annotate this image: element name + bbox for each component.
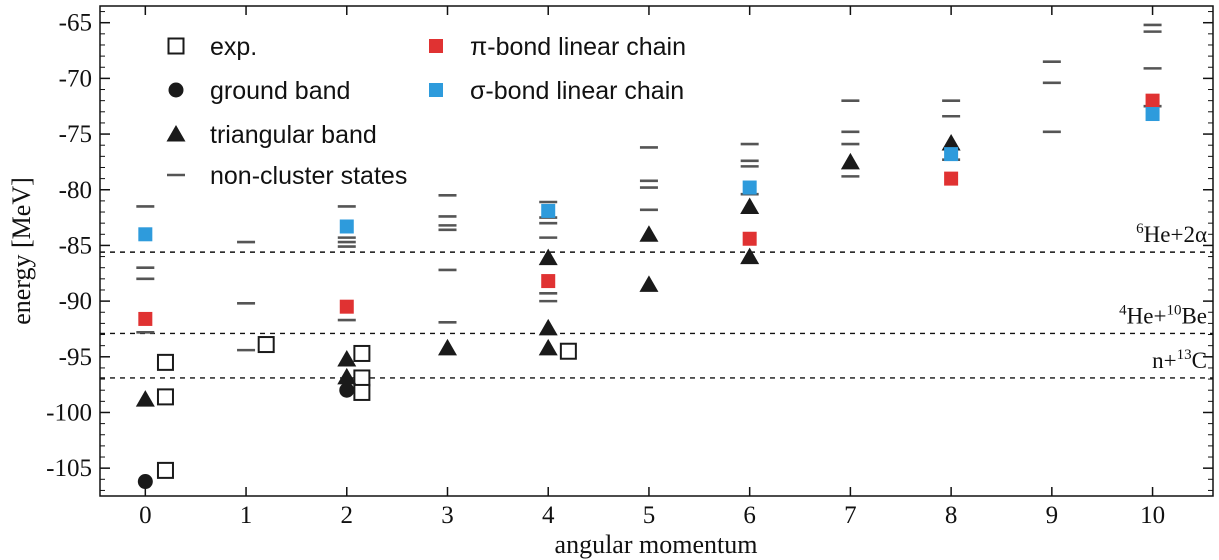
x-tick-label: 0 — [139, 502, 152, 529]
point-triangular — [740, 197, 760, 214]
legend-marker-pi — [429, 39, 443, 53]
point-triangular — [135, 390, 155, 407]
point-exp — [156, 353, 174, 371]
axis-ticks: 0 1 2 3 4 5 6 7 8 9 10 -105 -100 -95 -90 -85 -80 -75 -70 -6… — [46, 6, 1213, 529]
threshold-label-text: n+ — [1152, 348, 1176, 373]
legend-marker-exp — [167, 37, 185, 55]
point-pi — [138, 311, 153, 326]
point-sigma — [138, 227, 153, 242]
x-tick-label: 9 — [1046, 502, 1059, 529]
point-exp — [156, 388, 174, 406]
legend-label-pi: π-bond linear chain — [470, 33, 686, 61]
x-tick-label: 5 — [643, 502, 656, 529]
point-pi — [944, 171, 959, 186]
point-triangular — [538, 338, 558, 356]
y-tick-label: -100 — [46, 399, 92, 426]
point-exp — [257, 336, 275, 354]
threshold-label-mass: 6 — [1136, 221, 1144, 237]
point-exp — [156, 461, 174, 479]
y-tick-label: -105 — [46, 455, 92, 482]
y-tick-label: -95 — [59, 344, 92, 371]
legend-label-exp: exp. — [210, 33, 257, 61]
data-marks — [135, 23, 1162, 490]
threshold-label-mass: 4 — [1119, 302, 1127, 318]
threshold-label: 6He+2α — [1136, 221, 1207, 247]
y-tick-label: -70 — [59, 65, 92, 92]
point-triangular — [337, 367, 357, 385]
threshold-label: 4He+10Be — [1119, 302, 1207, 328]
point-triangular — [639, 275, 659, 292]
point-triangular — [740, 247, 760, 265]
point-ground — [137, 474, 153, 490]
legend-label-noncluster: non-cluster states — [210, 162, 407, 190]
plot-frame — [99, 5, 1214, 497]
legend-marker-triangular — [166, 125, 186, 142]
y-tick-label: -75 — [59, 121, 92, 148]
point-exp — [353, 369, 371, 387]
x-tick-label: 3 — [441, 502, 454, 529]
threshold-label: n+13C — [1152, 347, 1207, 373]
x-tick-label: 10 — [1140, 502, 1165, 529]
threshold-label-text2: Be — [1181, 303, 1207, 328]
legend-item-noncluster: non-cluster states — [167, 162, 407, 190]
point-exp — [353, 344, 371, 362]
point-pi — [339, 299, 354, 314]
point-pi — [541, 274, 556, 289]
point-ground — [339, 382, 355, 398]
point-triangular — [639, 225, 659, 242]
legend-item-pi: π-bond linear chain — [429, 33, 686, 61]
y-tick-label: -65 — [59, 10, 92, 37]
threshold-label-mass2: 13 — [1177, 347, 1192, 363]
point-sigma — [742, 180, 757, 195]
threshold-label-text: He+2α — [1144, 222, 1207, 247]
legend-label-triangular: triangular band — [210, 121, 377, 149]
y-tick-label: -85 — [59, 232, 92, 259]
legend-marker-ground — [168, 82, 184, 98]
point-exp — [353, 383, 371, 401]
y-tick-label: -90 — [59, 288, 92, 315]
point-sigma — [541, 203, 556, 218]
x-tick-label: 4 — [542, 502, 555, 529]
point-sigma — [944, 147, 959, 162]
legend-item-exp: exp. — [167, 33, 257, 61]
point-triangular — [337, 350, 357, 367]
point-triangular — [538, 248, 558, 266]
point-pi — [742, 231, 757, 246]
legend-marker-sigma — [429, 83, 443, 97]
legend-label-ground: ground band — [210, 77, 350, 105]
x-axis-title: angular momentum — [555, 530, 758, 559]
point-exp — [559, 342, 577, 360]
point-triangular — [840, 152, 860, 170]
x-tick-label: 8 — [945, 502, 958, 529]
legend-item-triangular: triangular band — [166, 121, 377, 149]
x-tick-label: 6 — [743, 502, 756, 529]
point-sigma — [1145, 107, 1160, 122]
legend-item-ground: ground band — [168, 77, 350, 105]
legend-label-sigma: σ-bond linear chain — [470, 77, 684, 105]
y-tick-label: -80 — [59, 177, 92, 204]
legend: exp. ground band triangular band non-cluste… — [166, 33, 686, 190]
threshold-label-text: He+ — [1127, 303, 1167, 328]
point-triangular — [538, 318, 558, 336]
x-tick-label: 2 — [341, 502, 354, 529]
point-sigma — [339, 219, 354, 234]
legend-item-sigma: σ-bond linear chain — [429, 77, 684, 105]
threshold-label-text2: C — [1192, 348, 1207, 373]
x-tick-label: 7 — [844, 502, 857, 529]
point-triangular — [941, 133, 961, 151]
y-axis-title: energy [MeV] — [7, 177, 36, 325]
point-triangular — [437, 338, 457, 356]
point-pi — [1145, 93, 1160, 108]
x-tick-label: 1 — [240, 502, 253, 529]
threshold-label-mass2: 10 — [1166, 302, 1181, 318]
